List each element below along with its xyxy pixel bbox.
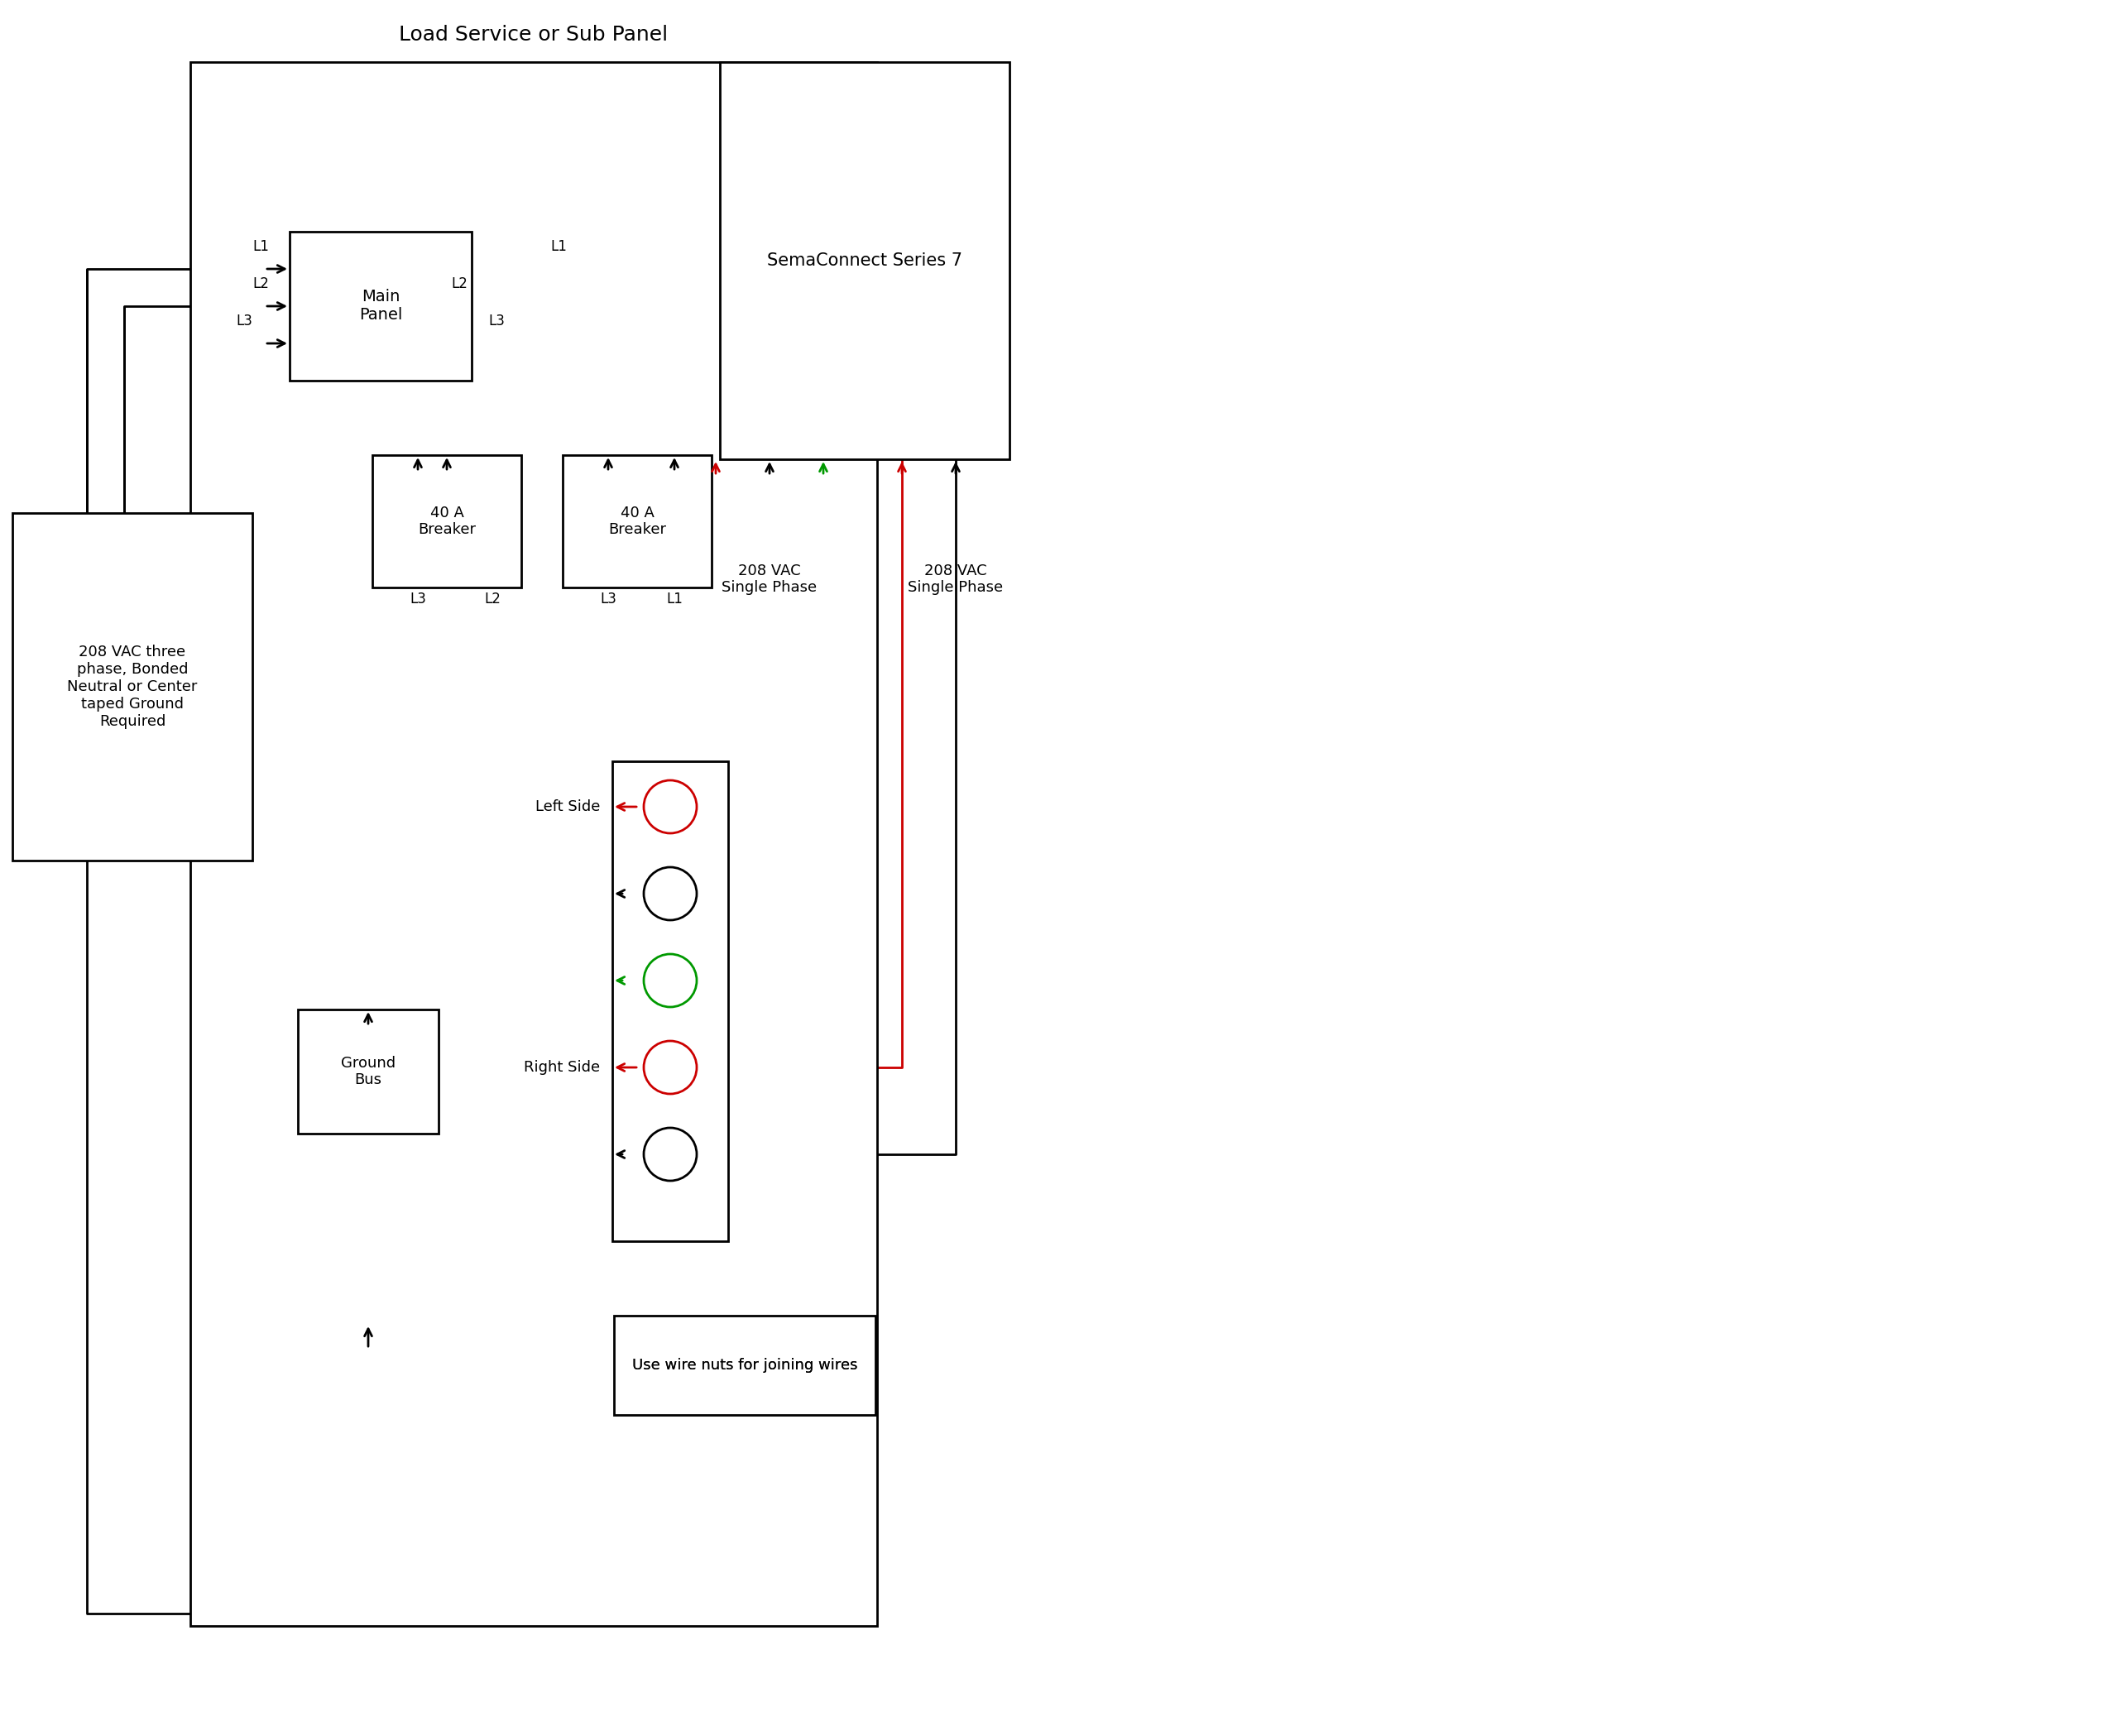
Circle shape (644, 1042, 696, 1094)
Bar (289, 231, 473, 380)
Text: 40 A
Breaker: 40 A Breaker (608, 505, 667, 538)
Bar (13, 514, 253, 861)
Circle shape (644, 955, 696, 1007)
Bar (190, 62, 878, 1627)
Text: 208 VAC three
phase, Bonded
Neutral or Center
taped Ground
Required: 208 VAC three phase, Bonded Neutral or C… (68, 644, 198, 729)
Text: Ground
Bus: Ground Bus (342, 1055, 395, 1088)
Text: L1: L1 (253, 240, 268, 253)
Text: L3: L3 (487, 314, 504, 328)
Bar (371, 455, 521, 587)
Circle shape (644, 779, 696, 833)
Text: L3: L3 (409, 592, 426, 606)
Text: L1: L1 (667, 592, 684, 606)
Text: 40 A
Breaker: 40 A Breaker (418, 505, 475, 538)
Text: L2: L2 (253, 276, 268, 292)
Circle shape (644, 1128, 696, 1180)
Text: Left Side: Left Side (536, 799, 599, 814)
Text: L3: L3 (236, 314, 253, 328)
Bar (720, 62, 1009, 460)
Circle shape (644, 868, 696, 920)
Bar (298, 1010, 439, 1134)
Text: L2: L2 (452, 276, 468, 292)
Text: Right Side: Right Side (523, 1061, 599, 1075)
Text: SemaConnect Series 7: SemaConnect Series 7 (768, 252, 962, 269)
Bar (612, 762, 728, 1241)
Text: Use wire nuts for joining wires: Use wire nuts for joining wires (633, 1358, 857, 1373)
Text: L3: L3 (599, 592, 616, 606)
Text: L1: L1 (551, 240, 568, 253)
Text: Main
Panel: Main Panel (359, 290, 403, 323)
Text: 208 VAC
Single Phase: 208 VAC Single Phase (722, 562, 817, 595)
Bar (563, 455, 711, 587)
Bar (614, 1316, 876, 1415)
Text: Use wire nuts for joining wires: Use wire nuts for joining wires (633, 1358, 857, 1373)
Text: Load Service or Sub Panel: Load Service or Sub Panel (399, 24, 669, 45)
Text: L2: L2 (483, 592, 500, 606)
Text: 208 VAC
Single Phase: 208 VAC Single Phase (907, 562, 1004, 595)
